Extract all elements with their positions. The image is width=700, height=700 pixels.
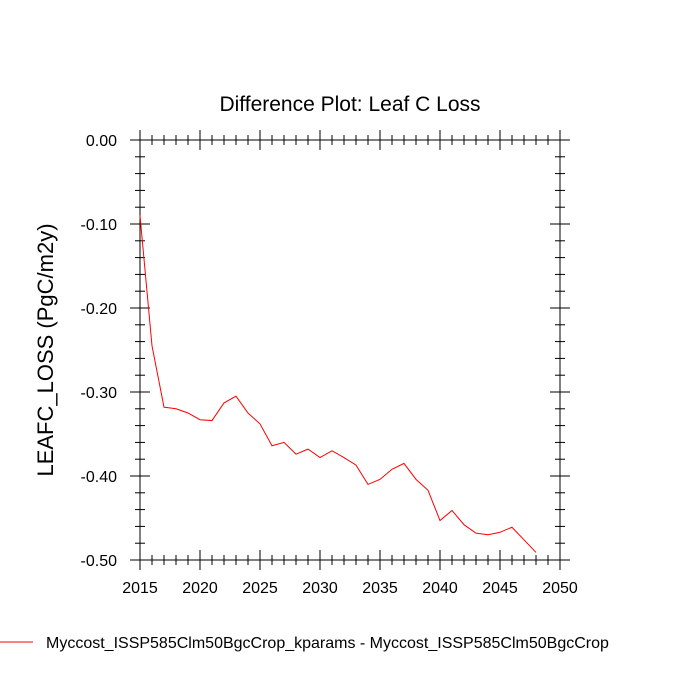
y-tick-label: -0.50: [81, 553, 118, 570]
x-tick-label: 2025: [242, 580, 278, 597]
y-axis-label: LEAFC_LOSS (PgC/m2y): [33, 223, 58, 476]
x-tick-label: 2020: [182, 580, 218, 597]
series-line: [139, 215, 537, 553]
legend: Myccost_ISSP585Clm50BgcCrop_kparams - My…: [0, 635, 609, 652]
legend-label: Myccost_ISSP585Clm50BgcCrop_kparams - My…: [46, 635, 609, 652]
chart-title: Difference Plot: Leaf C Loss: [219, 93, 480, 116]
y-tick-label: 0.00: [86, 133, 117, 150]
x-tick-label: 2035: [362, 580, 398, 597]
x-tick-label: 2040: [422, 580, 458, 597]
x-tick-label: 2015: [122, 580, 158, 597]
x-tick-label: 2050: [542, 580, 578, 597]
plot-frame: [139, 139, 561, 561]
y-tick-label: -0.20: [81, 301, 118, 318]
y-tick-label: -0.30: [81, 385, 118, 402]
x-tick-label: 2045: [482, 580, 518, 597]
x-tick-label: 2030: [302, 580, 338, 597]
x-tick-labels: 2015 2020 2025 2030 2035 2040 2045 2050: [122, 580, 578, 597]
y-tick-labels: 0.00 -0.10 -0.20 -0.30 -0.40 -0.50: [81, 133, 118, 570]
y-tick-label: -0.40: [81, 469, 118, 486]
y-tick-label: -0.10: [81, 217, 118, 234]
axis-ticks: [130, 130, 570, 570]
